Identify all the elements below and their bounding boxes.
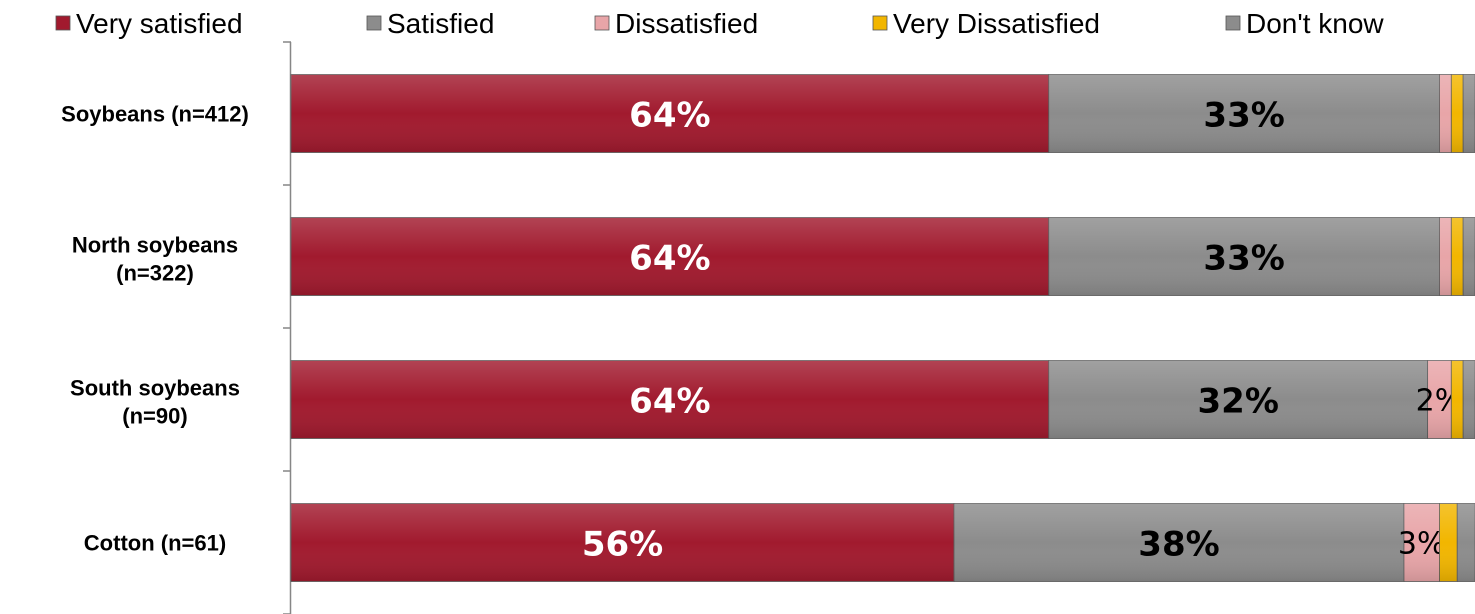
data-label: 64% (629, 239, 710, 279)
category-label: North soybeans (n=322) (72, 233, 238, 286)
category-label: South soybeans (n=90) (70, 376, 240, 429)
bar-row-north-soybeans-n-322: 64% 33% (290, 217, 1475, 296)
bar-segment-shine (1451, 217, 1464, 296)
bar-segment-shine (954, 503, 1404, 582)
bar-segment-shine (291, 503, 955, 582)
legend-swatch (872, 15, 888, 31)
bar-segment-shine (1463, 217, 1475, 296)
bar-segment-shine (291, 74, 1049, 153)
bar-segment-shine (1451, 74, 1464, 153)
bar-segment-shine (1439, 217, 1452, 296)
legend-label: Satisfied (387, 8, 494, 39)
legend-item-very-dissatisfied: Very Dissatisfied (872, 8, 1100, 39)
data-label: 33% (1203, 96, 1284, 136)
bars: 64% 33%64% 33%64% 32% 2%56% 38% 3% (290, 74, 1475, 582)
bar-segment-shine (1403, 503, 1440, 582)
data-label: 32% (1198, 382, 1279, 422)
bar-row-cotton-n-61: 56% 38% 3% (290, 503, 1475, 582)
data-label: 38% (1138, 525, 1219, 565)
data-label: 64% (629, 382, 710, 422)
bar-segment-shine (1439, 503, 1458, 582)
category-label: Soybeans (n=412) (61, 102, 249, 127)
legend: Very satisfied Satisfied Dissatisfied Very … (55, 8, 1384, 39)
legend-item-satisfied: Satisfied (366, 8, 494, 39)
bar-row-soybeans-n-412: 64% 33% (290, 74, 1475, 153)
data-label: 3% (1398, 527, 1446, 562)
bar-segment-shine (291, 217, 1049, 296)
legend-label: Dissatisfied (615, 8, 758, 39)
legend-swatch (594, 15, 610, 31)
bar-segment-shine (1439, 74, 1452, 153)
bar-segment-shine (1463, 74, 1475, 153)
legend-swatch (1225, 15, 1241, 31)
legend-swatch (55, 15, 71, 31)
category-label: Cotton (n=61) (84, 531, 226, 556)
bar-segment-shine (1427, 360, 1452, 439)
bar-segment-shine (1048, 360, 1428, 439)
bar-segment-shine (1463, 360, 1475, 439)
bar-segment-shine (1048, 217, 1440, 296)
bar-segment-shine (1457, 503, 1475, 582)
category-axis: Soybeans (n=412) North soybeans (n=322) Sou… (61, 41, 292, 614)
bar-segment-shine (1048, 74, 1440, 153)
bar-segment-shine (1451, 360, 1464, 439)
bar-row-south-soybeans-n-90: 64% 32% 2% (290, 360, 1475, 439)
legend-label: Very Dissatisfied (893, 8, 1100, 39)
bar-segment-shine (291, 360, 1049, 439)
legend-item-don-t-know: Don't know (1225, 8, 1384, 39)
legend-item-dissatisfied: Dissatisfied (594, 8, 758, 39)
legend-label: Very satisfied (76, 8, 243, 39)
data-label: 64% (629, 96, 710, 136)
data-label: 56% (582, 525, 663, 565)
legend-item-very-satisfied: Very satisfied (55, 8, 243, 39)
legend-swatch (366, 15, 382, 31)
legend-label: Don't know (1246, 8, 1384, 39)
data-label: 33% (1203, 239, 1284, 279)
